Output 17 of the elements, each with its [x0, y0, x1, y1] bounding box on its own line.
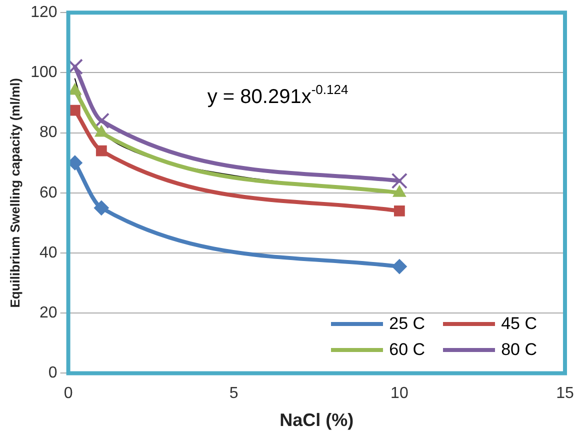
y-tick-label: 120: [30, 4, 58, 22]
legend-label: 25 C: [389, 314, 426, 334]
y-tick-label: 100: [30, 64, 58, 82]
y-tick-label: 80: [40, 124, 58, 142]
y-tick-label: 20: [40, 304, 58, 322]
x-tick-label: 0: [64, 385, 73, 402]
y-axis-title: Equilibrium Swelling capacity (ml/ml): [7, 78, 22, 308]
x-axis-title: NaCl (%): [280, 410, 354, 430]
x-tick-label: 15: [556, 385, 574, 402]
x-tick-label: 5: [229, 385, 238, 402]
legend-label: 45 C: [501, 314, 537, 334]
y-tick-label: 60: [40, 184, 58, 202]
y-tick-label: 0: [48, 364, 58, 382]
legend-label: 80 C: [501, 340, 537, 360]
x-tick-label: 10: [390, 385, 408, 402]
y-tick-label: 40: [40, 244, 58, 262]
legend-label: 60 C: [389, 340, 426, 360]
